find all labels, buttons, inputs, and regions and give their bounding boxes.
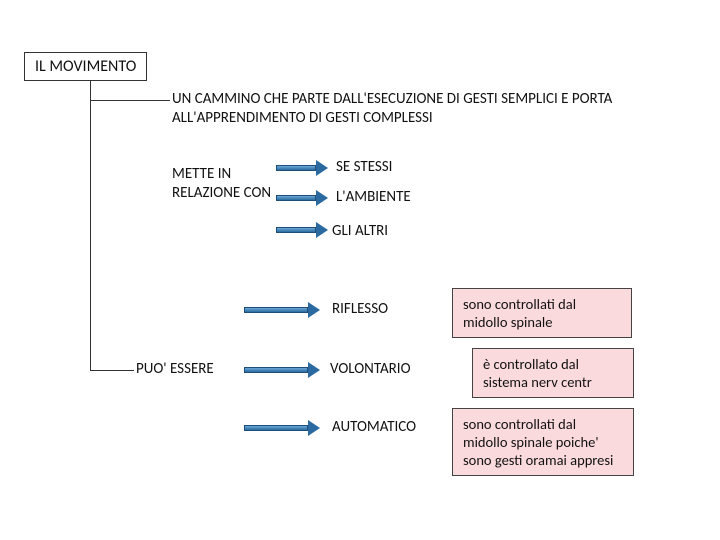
target-text: GLI ALTRI	[332, 222, 388, 240]
arrow-head-icon	[316, 222, 328, 238]
type-text: RIFLESSO	[332, 300, 388, 318]
arrow-head-icon	[316, 190, 328, 206]
title-text: IL MOVIMENTO	[35, 57, 136, 76]
note-automatico: sono controllati dal midollo spinale poi…	[452, 408, 634, 476]
arrow-head-icon	[308, 420, 320, 436]
arrow-shaft	[244, 307, 308, 313]
branch-line-1	[90, 100, 170, 101]
note-riflesso: sono controllati dal midollo spinale	[452, 288, 632, 338]
type-riflesso: RIFLESSO	[332, 300, 388, 319]
arrow-shaft	[276, 165, 316, 171]
arrow-ambiente	[276, 190, 328, 206]
type-volontario: VOLONTARIO	[330, 360, 411, 379]
arrow-head-icon	[316, 160, 328, 176]
note-text: sono controllati dal midollo spinale poi…	[463, 415, 613, 469]
sub2-label-text: PUO' ESSERE	[136, 360, 214, 378]
type-text: VOLONTARIO	[330, 360, 411, 378]
arrow-se-stessi	[276, 160, 328, 176]
target-text: SE STESSI	[336, 158, 392, 176]
arrow-shaft	[276, 227, 316, 233]
intro-text: UN CAMMINO CHE PARTE DALL'ESECUZIONE DI …	[172, 90, 668, 128]
arrow-head-icon	[308, 302, 320, 318]
branch-line-2	[90, 370, 134, 371]
arrow-shaft	[276, 195, 316, 201]
arrow-altri	[276, 222, 328, 238]
arrow-riflesso	[244, 302, 320, 318]
note-text: è controllato dal sistema nerv centr	[483, 355, 592, 391]
arrow-shaft	[244, 367, 308, 373]
target-ambiente: L'AMBIENTE	[336, 188, 411, 207]
sub1-label-text: METTE IN RELAZIONE CON	[172, 165, 271, 202]
arrow-shaft	[244, 425, 308, 431]
type-text: AUTOMATICO	[332, 418, 416, 436]
title-box: IL MOVIMENTO	[24, 52, 147, 81]
sub1-label: METTE IN RELAZIONE CON	[172, 165, 272, 203]
target-se-stessi: SE STESSI	[336, 158, 392, 177]
sub2-label: PUO' ESSERE	[136, 360, 246, 379]
target-text: L'AMBIENTE	[336, 188, 411, 206]
intro-content: UN CAMMINO CHE PARTE DALL'ESECUZIONE DI …	[172, 90, 612, 127]
arrow-automatico	[244, 420, 320, 436]
type-automatico: AUTOMATICO	[332, 418, 416, 437]
note-volontario: è controllato dal sistema nerv centr	[472, 348, 634, 398]
arrow-head-icon	[308, 362, 320, 378]
trunk-line	[90, 80, 91, 370]
target-altri: GLI ALTRI	[332, 222, 388, 241]
arrow-volontario	[244, 362, 320, 378]
note-text: sono controllati dal midollo spinale	[463, 295, 576, 331]
